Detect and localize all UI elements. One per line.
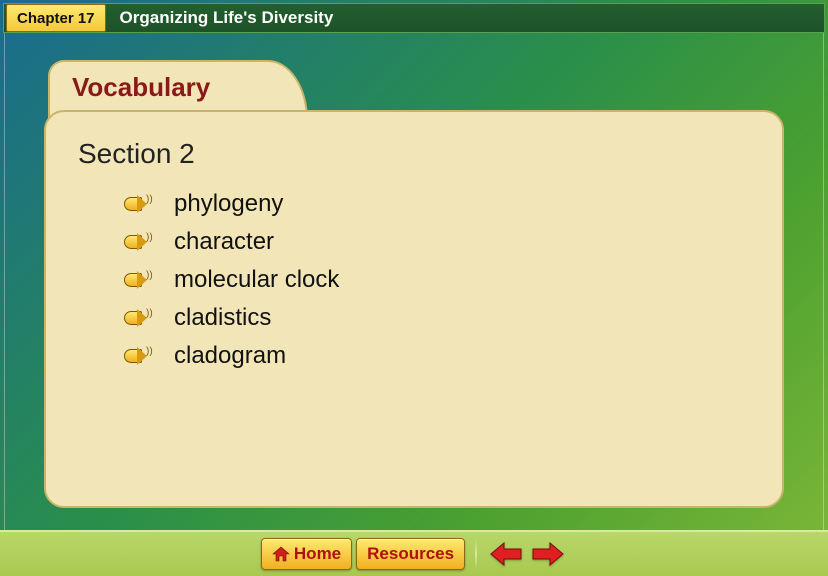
section-title: Section 2 xyxy=(78,138,195,170)
vocab-term: cladogram xyxy=(174,342,286,370)
audio-icon[interactable]: )) xyxy=(124,194,152,214)
list-item: )) molecular clock xyxy=(124,266,339,294)
vocab-term: character xyxy=(174,228,274,256)
home-label: Home xyxy=(294,544,341,564)
audio-icon[interactable]: )) xyxy=(124,232,152,252)
list-item: )) phylogeny xyxy=(124,190,339,218)
audio-icon[interactable]: )) xyxy=(124,346,152,366)
header-title: Organizing Life's Diversity xyxy=(120,8,334,28)
chapter-tab: Chapter 17 xyxy=(6,4,106,32)
vocabulary-title: Vocabulary xyxy=(72,72,210,103)
arrow-left-icon xyxy=(489,541,523,567)
vocab-term: cladistics xyxy=(174,304,271,332)
resources-label: Resources xyxy=(367,544,454,564)
vocab-term: molecular clock xyxy=(174,266,339,294)
footer-separator xyxy=(475,539,477,569)
arrow-right-icon xyxy=(531,541,565,567)
vocabulary-list: )) phylogeny )) character )) molecular c… xyxy=(124,190,339,380)
resources-button[interactable]: Resources xyxy=(356,538,465,570)
list-item: )) cladogram xyxy=(124,342,339,370)
next-arrow-button[interactable] xyxy=(529,538,567,570)
vocab-term: phylogeny xyxy=(174,190,283,218)
chapter-label: Chapter 17 xyxy=(17,10,95,27)
home-icon xyxy=(272,546,290,562)
list-item: )) cladistics xyxy=(124,304,339,332)
footer-bar: Home Resources xyxy=(0,530,828,576)
audio-icon[interactable]: )) xyxy=(124,308,152,328)
prev-arrow-button[interactable] xyxy=(487,538,525,570)
audio-icon[interactable]: )) xyxy=(124,270,152,290)
list-item: )) character xyxy=(124,228,339,256)
folder-container: Vocabulary Section 2 )) phylogeny )) cha… xyxy=(44,60,784,510)
home-button[interactable]: Home xyxy=(261,538,352,570)
header-bar: Chapter 17 Organizing Life's Diversity xyxy=(3,3,825,33)
